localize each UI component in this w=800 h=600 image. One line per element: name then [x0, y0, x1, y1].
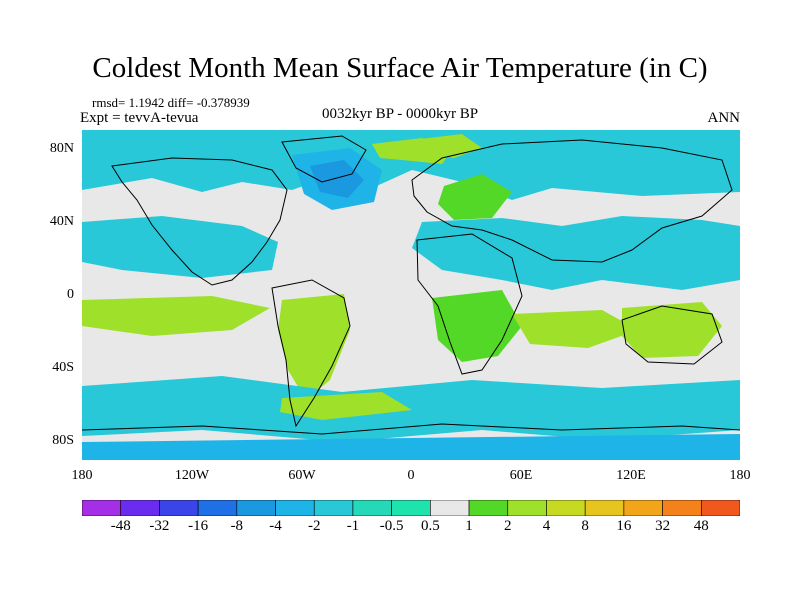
lon-label-120w: 120W: [174, 468, 210, 483]
map-title: Coldest Month Mean Surface Air Temperatu…: [92, 52, 708, 84]
colorbar-cell: [391, 500, 431, 516]
period-label: 0032kyr BP - 0000kyr BP: [321, 106, 479, 122]
field-americas-north-cyan: [82, 216, 278, 278]
colorbar-label: -48: [110, 518, 131, 534]
lat-label-40n: 40N: [49, 214, 74, 229]
rmsd-diff-stats: rmsd= 1.1942 diff= -0.378939: [92, 95, 250, 110]
colorbar-label: -2: [307, 518, 321, 534]
coastline-south-america: [271, 279, 351, 428]
lat-label-0: 0: [67, 287, 74, 302]
colorbar-cell: [507, 500, 547, 516]
colorbar-label: -1: [346, 518, 360, 534]
colorbar-cell: [352, 500, 392, 516]
lon-label-0: 0: [407, 468, 415, 483]
coastline-africa: [416, 233, 523, 375]
lon-label-60e: 60E: [509, 468, 533, 483]
colorbar-cell: [197, 500, 238, 516]
lat-label-40s: 40S: [52, 360, 74, 375]
field-south-america-green: [278, 294, 350, 400]
colorbar-label: 4: [542, 518, 551, 534]
field-arctic-cyan: [82, 130, 740, 200]
field-australia-green: [622, 302, 722, 358]
coastline-north-america: [111, 157, 288, 286]
colorbar-cell: [700, 500, 740, 516]
colorbar-cell: [120, 500, 160, 516]
lon-label-180e: 180: [729, 468, 751, 483]
field-north-atlantic-deep: [310, 160, 364, 198]
lat-label-80n: 80N: [49, 141, 74, 156]
field-siberia-green: [412, 134, 482, 158]
field-central-asia-green: [438, 174, 512, 220]
colorbar-label: 2: [504, 518, 512, 534]
coastline-greenland: [281, 135, 367, 183]
colorbar-label: 48: [693, 518, 709, 534]
colorbar-cell: [662, 500, 702, 516]
field-south-pacific-green: [82, 296, 270, 336]
lat-label-80s: 80S: [52, 433, 74, 448]
temperature-map: [82, 130, 740, 460]
colorbar-cell: [468, 500, 509, 516]
colorbar-cell: [430, 500, 470, 516]
coastline-antarctica: [82, 423, 740, 435]
coastlines: [82, 135, 740, 435]
field-antarctica-cyan: [82, 434, 740, 460]
field-indian-green: [512, 310, 638, 348]
colorbar-cell: [313, 500, 354, 516]
coastline-australia: [621, 305, 723, 365]
colorbar-cell: [546, 500, 586, 516]
colorbar-cell: [236, 500, 276, 516]
colorbar-label: 0.5: [420, 518, 440, 534]
field-southern-ocean-cyan: [82, 376, 740, 442]
colorbar-label: 8: [581, 518, 589, 534]
colorbar-label: -4: [269, 518, 282, 534]
experiment-label: Expt = tevvA-tevua: [80, 110, 199, 126]
colorbar-cell: [275, 500, 315, 516]
colorbar-label: 32: [655, 518, 671, 534]
colorbar: [82, 500, 740, 516]
lon-label-180w: 180: [71, 468, 93, 483]
colorbar-cell: [82, 500, 122, 516]
colorbar-label: -16: [188, 518, 209, 534]
colorbar-cell: [623, 500, 663, 516]
colorbar-cell: [159, 500, 199, 516]
lon-label-120e: 120E: [616, 468, 646, 483]
colorbar-label: -8: [230, 518, 244, 534]
season-label: ANN: [707, 110, 741, 126]
colorbar-label: -0.5: [379, 518, 404, 534]
lon-label-60w: 60W: [288, 468, 316, 483]
coastline-europe-asia: [411, 139, 733, 263]
colorbar-label: -32: [149, 518, 170, 534]
colorbar-cell: [584, 500, 625, 516]
colorbar-label: 1: [465, 518, 473, 534]
colorbar-label: 16: [616, 518, 632, 534]
